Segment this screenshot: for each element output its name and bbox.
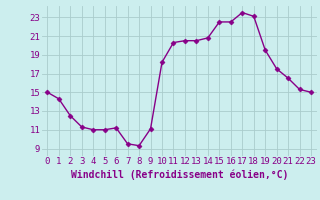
X-axis label: Windchill (Refroidissement éolien,°C): Windchill (Refroidissement éolien,°C): [70, 169, 288, 180]
